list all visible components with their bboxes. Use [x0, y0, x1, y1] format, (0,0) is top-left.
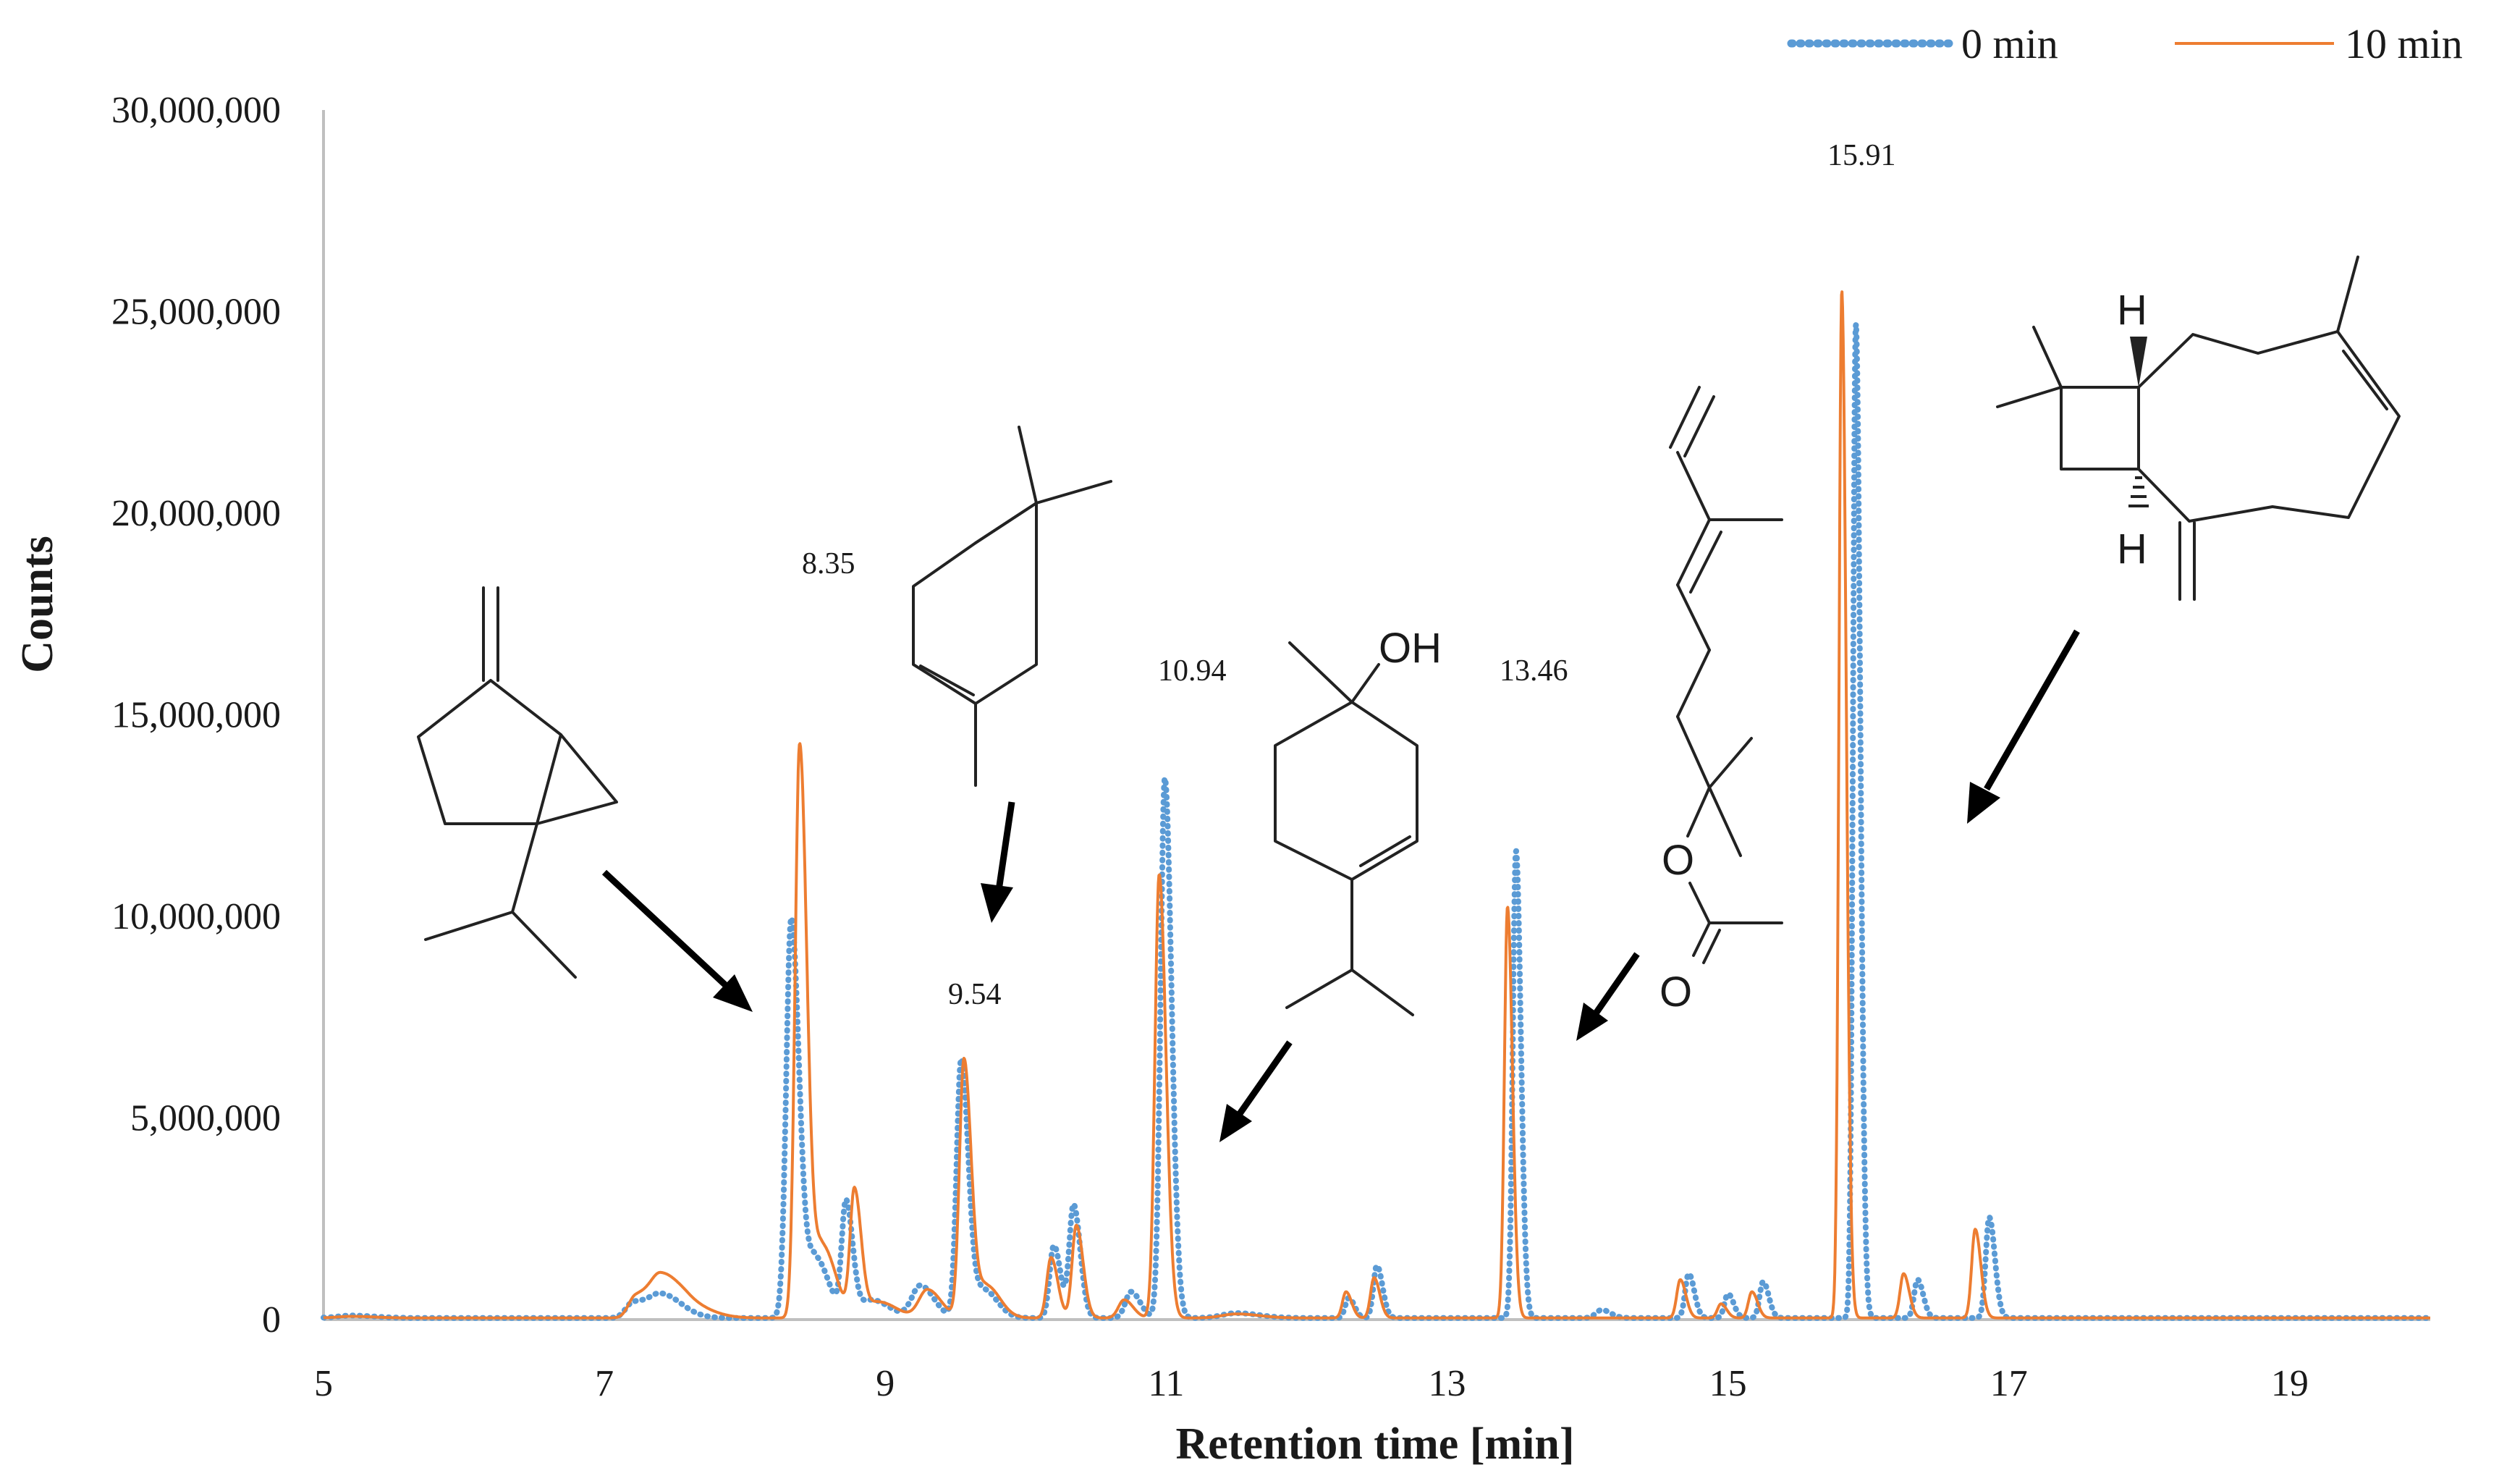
y-tick-label: 30,000,000	[111, 90, 281, 131]
arrow-icon	[981, 801, 1015, 923]
peak-label-13-46: 13.46	[1500, 654, 1568, 688]
legend: 0 min 10 min	[1787, 20, 2463, 67]
x-tick-label: 9	[876, 1363, 895, 1404]
y-tick-label: 15,000,000	[111, 695, 281, 736]
legend-label-0min: 0 min	[1961, 20, 2058, 67]
x-tick-label: 19	[2271, 1363, 2309, 1404]
peak-annotations: 8.35 9.54 10.94 13.46 15.91	[802, 139, 1896, 1011]
y-tick-label: 5,000,000	[130, 1098, 281, 1139]
y-tick-label: 25,000,000	[111, 292, 281, 333]
linalyl-acetate-structure-icon: O O	[1659, 386, 1783, 1016]
carbonyl-oxygen-label: O	[1659, 969, 1692, 1016]
x-tick-labels: 5 7 9 11 13 15 17 19	[314, 1363, 2309, 1404]
y-tick-label: 20,000,000	[111, 493, 281, 534]
arrow-icon	[1576, 952, 1640, 1041]
peak-label-15-91: 15.91	[1827, 139, 1896, 172]
legend-label-10min: 10 min	[2345, 20, 2463, 67]
series-layer	[321, 290, 2433, 1321]
caryophyllene-structure-icon: H H	[1996, 256, 2401, 601]
peak-label-8-35: 8.35	[802, 547, 855, 581]
x-tick-label: 15	[1709, 1363, 1747, 1404]
x-tick-label: 7	[595, 1363, 614, 1404]
y-tick-label: 0	[262, 1299, 281, 1341]
hydroxyl-label: OH	[1379, 625, 1442, 672]
peak-label-9-54: 9.54	[948, 978, 1002, 1011]
hydrogen-top-label: H	[2117, 287, 2147, 334]
sabinene-structure-icon	[417, 586, 618, 979]
arrow-icon	[1219, 1040, 1293, 1142]
y-tick-labels: 0 5,000,000 10,000,000 15,000,000 20,000,000…	[111, 90, 281, 1341]
x-tick-label: 5	[314, 1363, 333, 1404]
arrow-icon	[1967, 629, 2080, 824]
series-line-1	[322, 290, 2432, 1320]
hydrogen-bottom-label: H	[2117, 526, 2147, 573]
x-axis-title: Retention time [min]	[1176, 1419, 1575, 1469]
peak-label-10-94: 10.94	[1158, 654, 1227, 688]
carene-structure-icon	[912, 426, 1112, 787]
y-tick-label: 10,000,000	[111, 896, 281, 937]
series-line-0	[321, 321, 2433, 1321]
arrow-icon	[601, 869, 753, 1012]
x-tick-label: 13	[1429, 1363, 1466, 1404]
x-tick-label: 17	[1990, 1363, 2028, 1404]
ester-oxygen-label: O	[1662, 837, 1694, 884]
terpinenol-structure-icon: OH	[1274, 625, 1442, 1016]
x-tick-label: 11	[1148, 1363, 1184, 1404]
y-axis-title: Counts	[13, 536, 62, 673]
pointer-arrows	[601, 629, 2080, 1142]
